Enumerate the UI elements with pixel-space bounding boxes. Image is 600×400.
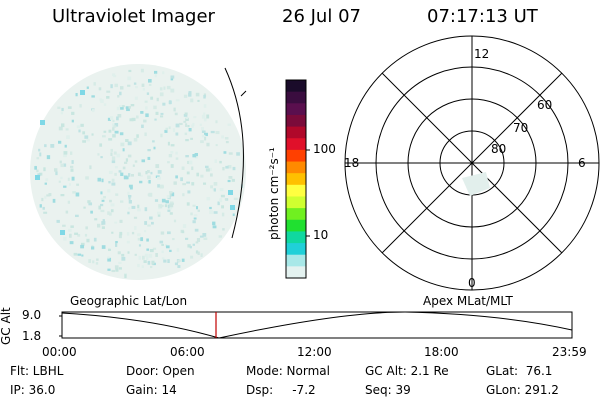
timeline-x-tick-0600: 06:00 — [170, 345, 205, 359]
geographic-label: Geographic Lat/Lon — [70, 294, 188, 308]
colorbar-tick-10: 10 — [313, 228, 329, 242]
polar-image-patch — [462, 172, 490, 196]
dsp-info: Dsp: -7.2 — [246, 383, 316, 397]
colorbar-cell — [286, 126, 306, 139]
colorbar-cell — [286, 91, 306, 104]
colorbar-cell — [286, 208, 306, 221]
timeline-x-tick-0000: 00:00 — [42, 345, 77, 359]
colorbar-cell — [286, 161, 306, 174]
colorbar-cell — [286, 266, 306, 279]
colorbar-unit-label: photon cm⁻²s⁻¹ — [267, 147, 281, 240]
glon-info: GLon: 291.2 — [486, 383, 559, 397]
colorbar-cell — [286, 114, 306, 128]
colorbar-cell — [286, 184, 306, 198]
colorbar-cell — [286, 243, 306, 256]
altitude-timeline — [59, 311, 573, 339]
lat-label-80: 80 — [491, 142, 507, 156]
colorbar — [285, 79, 310, 279]
timeline-x-tick-1200: 12:00 — [297, 345, 332, 359]
colorbar-tick-100: 100 — [313, 142, 336, 156]
timeline-x-tick-1800: 18:00 — [424, 345, 459, 359]
mlt-label-18: 18 — [344, 156, 360, 170]
timeline-y-title: GC Alt — [0, 307, 13, 345]
ip-info: IP: 36.0 — [10, 383, 56, 397]
sequence-info: Seq: 39 — [365, 383, 411, 397]
colorbar-cell — [286, 80, 306, 93]
apex-label: Apex MLat/MLT — [423, 294, 513, 308]
uv-image-disk — [30, 64, 247, 280]
observation-date: 26 Jul 07 — [282, 6, 361, 27]
lat-label-60: 60 — [537, 98, 553, 112]
colorbar-cell — [286, 173, 306, 186]
lat-label-70: 70 — [513, 121, 529, 135]
colorbar-cell — [286, 254, 306, 267]
timeline-x-tick-2359: 23:59 — [552, 345, 587, 359]
gain-info: Gain: 14 — [126, 383, 177, 397]
colorbar-cell — [286, 103, 306, 116]
timeline-y-tick-9: 9.0 — [22, 308, 42, 322]
colorbar-cell — [286, 138, 306, 151]
glat-info: GLat: 76.1 — [486, 364, 553, 378]
filter-info: Flt: LBHL — [10, 364, 64, 378]
mlt-label-6: 6 — [578, 156, 586, 170]
mode-info: Mode: Normal — [246, 364, 330, 378]
mlt-label-12: 12 — [474, 47, 490, 61]
timeline-y-tick-1.8: 1.8 — [22, 329, 42, 343]
door-info: Door: Open — [126, 364, 195, 378]
colorbar-cell — [286, 149, 306, 163]
instrument-title: Ultraviolet Imager — [52, 6, 215, 27]
colorbar-cell — [286, 196, 306, 209]
colorbar-cell — [286, 231, 306, 244]
gc-alt-info: GC Alt: 2.1 Re — [365, 364, 449, 378]
colorbar-cell — [286, 219, 306, 233]
polar-grid — [344, 35, 600, 291]
observation-time: 07:17:13 UT — [427, 6, 538, 27]
mlt-label-0: 0 — [468, 276, 476, 290]
